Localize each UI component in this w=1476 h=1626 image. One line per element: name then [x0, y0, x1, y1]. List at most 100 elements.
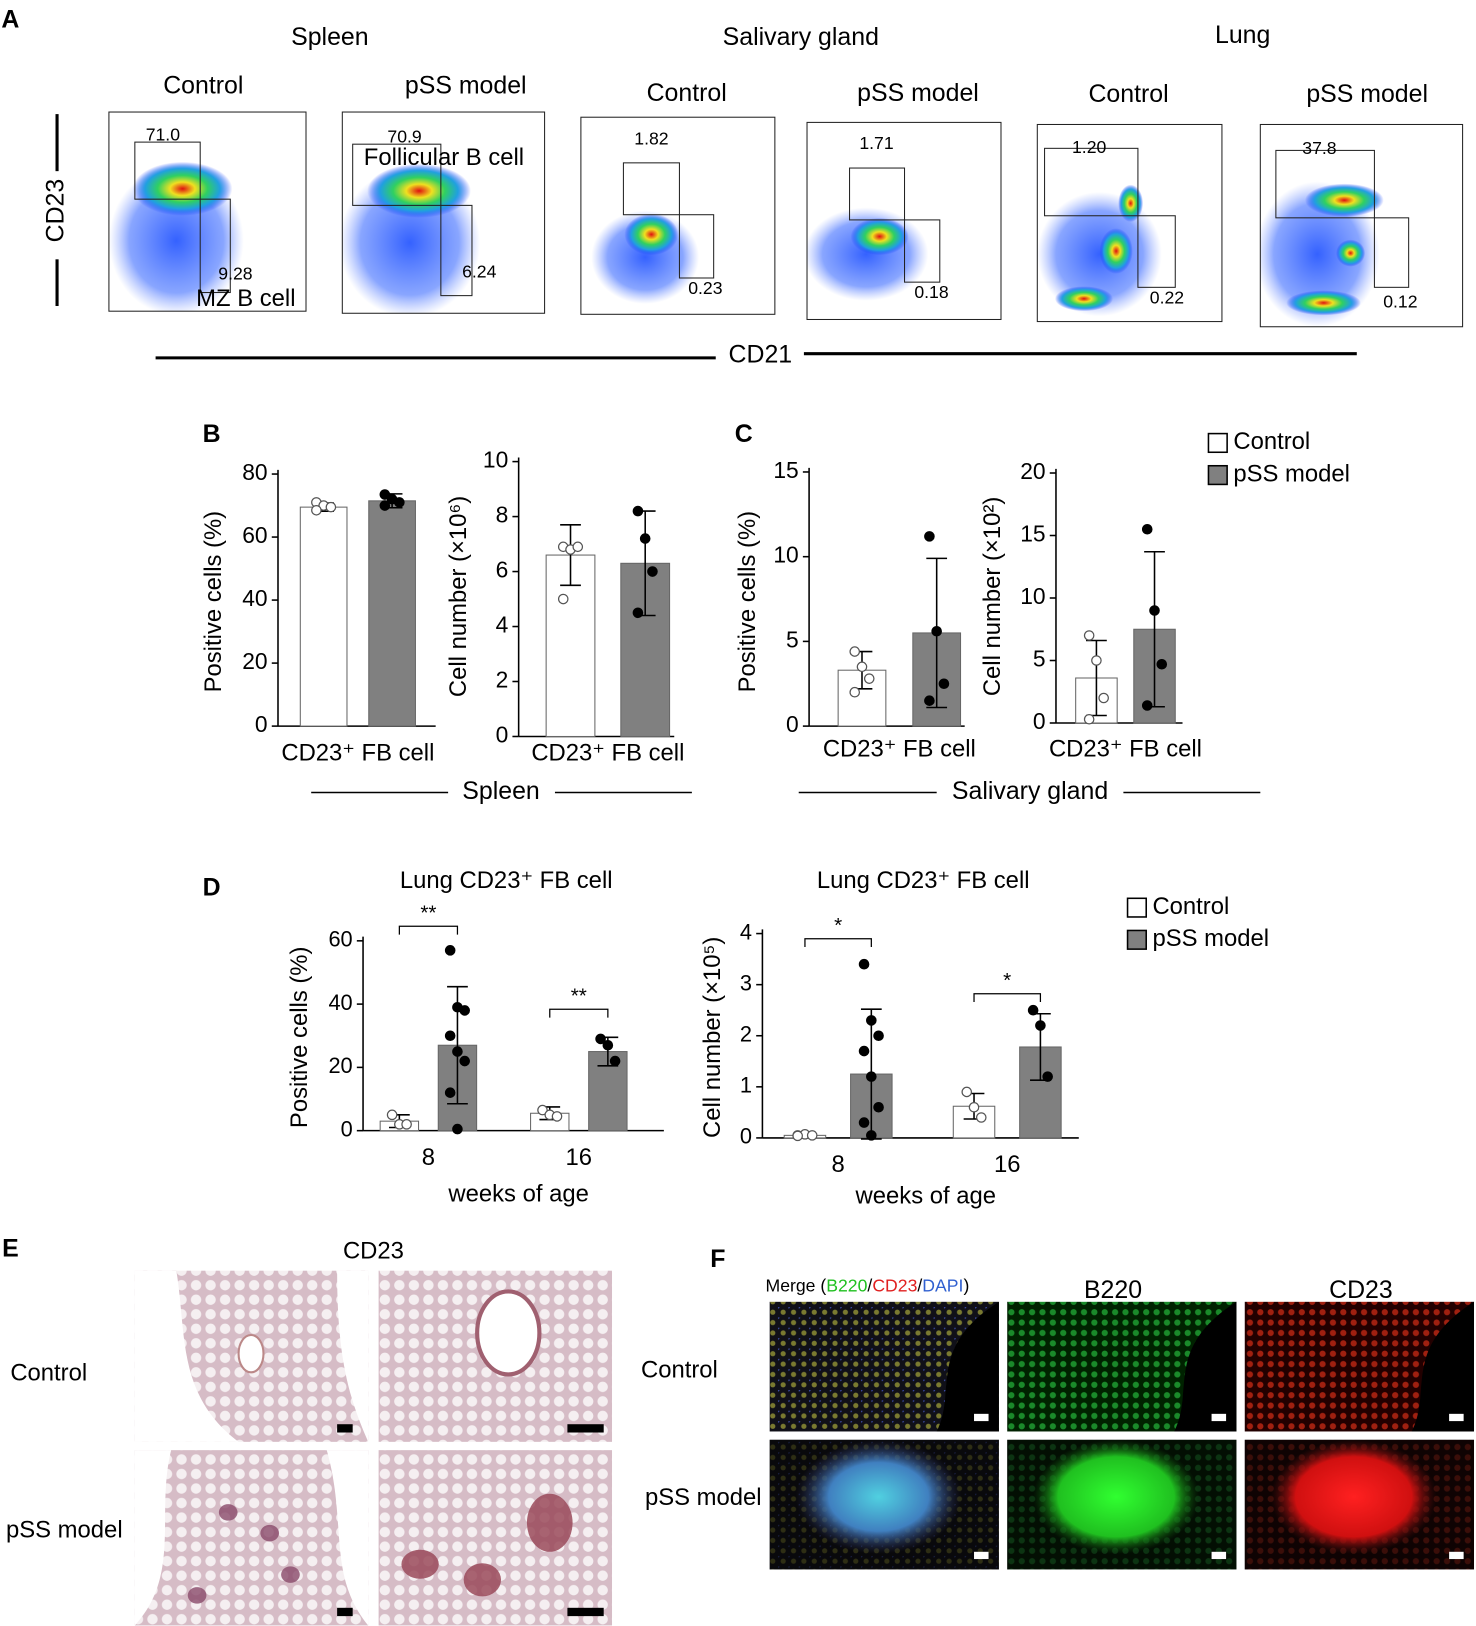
flow-plot: [108, 161, 244, 312]
plot-frame: [1259, 123, 1464, 328]
data-point: [873, 1101, 884, 1113]
figure-body: A Spleen Control 71.0 9.28 pSS model 70.9 6.24 S…: [1, 5, 1475, 1626]
gate-value: 6.24: [462, 261, 497, 281]
plot-frame: [341, 111, 546, 314]
data-point: [849, 646, 861, 657]
bar: [299, 506, 348, 727]
data-point: [938, 678, 950, 690]
y-tick-label: 1: [740, 1073, 752, 1098]
data-point: [647, 566, 658, 577]
lung-edge: [134, 1270, 369, 1442]
legend-label: pSS model: [1233, 460, 1350, 487]
data-point: [557, 593, 569, 605]
legend-swatch: [1207, 464, 1228, 486]
data-point: [444, 1030, 456, 1042]
significance-bracket: [804, 938, 872, 948]
infiltrate: [187, 1587, 207, 1604]
flow-plot: [1260, 181, 1384, 327]
gate: [352, 143, 442, 206]
infiltrate: [218, 1504, 238, 1521]
density: [1099, 228, 1133, 274]
gate-value: 1.20: [1072, 137, 1107, 157]
gate: [1044, 147, 1139, 217]
infiltrate: [260, 1524, 280, 1542]
legend-swatch: [1126, 929, 1147, 950]
legend-label: pSS model: [1152, 925, 1269, 952]
airway: [237, 1333, 265, 1374]
data-point: [444, 1087, 456, 1098]
significance: *: [1003, 969, 1011, 992]
scale-bar: [567, 1607, 604, 1617]
flow-plot: [591, 210, 700, 304]
gate-value: 0.18: [914, 282, 949, 302]
data-point: [1141, 523, 1153, 535]
plot-frame: [108, 111, 307, 312]
y-axis-label: Positive cells (%): [200, 511, 227, 693]
gate-name: Follicular B cell: [364, 144, 524, 171]
density: [850, 217, 909, 256]
y-axis-label: Positive cells (%): [734, 511, 761, 693]
data-point: [1098, 692, 1109, 704]
flow-plot: [807, 207, 929, 301]
gate: [1275, 149, 1375, 219]
density: [624, 213, 679, 256]
density: [367, 163, 471, 218]
lymphoid-cluster: [1270, 1439, 1437, 1554]
gate-value: 0.12: [1383, 292, 1417, 312]
density: [1336, 239, 1366, 267]
group-label: Salivary gland: [952, 777, 1108, 805]
y-tick-label: 10: [773, 542, 798, 568]
y-tick-label: 80: [242, 459, 267, 485]
infiltrate: [401, 1549, 439, 1579]
data-point: [1156, 658, 1168, 670]
gate-value: 1.71: [859, 133, 893, 153]
row-label: Control: [10, 1360, 87, 1387]
legend-swatch: [1126, 897, 1147, 918]
axis-label: CD23: [42, 179, 70, 243]
data-point: [602, 1039, 614, 1051]
dark-area: [1411, 1301, 1475, 1432]
plot-title: pSS model: [405, 72, 527, 100]
y-tick-label: 0: [255, 711, 268, 737]
y-tick-label: 0: [786, 711, 799, 737]
y-tick-label: 0: [496, 722, 509, 748]
data-point: [931, 625, 942, 637]
y-axis-label: Positive cells (%): [286, 947, 313, 1129]
y-tick-label: 3: [740, 970, 752, 995]
panel-label: C: [735, 420, 753, 448]
gate-value: 70.9: [387, 127, 421, 147]
histology-image: [134, 1450, 369, 1626]
infiltrate: [281, 1566, 300, 1583]
gate-value: 71.0: [146, 125, 181, 145]
gate-value: 0.22: [1150, 287, 1184, 307]
scale-bar: [337, 1607, 353, 1617]
gate-value: 0.23: [688, 278, 723, 298]
data-point: [924, 695, 935, 706]
scale-bar: [974, 1413, 989, 1422]
gate-value: 37.8: [1302, 138, 1337, 158]
gate: [134, 141, 201, 200]
axis-label: CD21: [729, 340, 793, 368]
y-tick-label: 6: [496, 557, 509, 583]
gate-value: 1.82: [634, 129, 668, 149]
panel-label: E: [2, 1235, 19, 1263]
y-tick-label: 60: [242, 522, 267, 548]
data-point: [806, 1130, 818, 1141]
airway: [475, 1289, 542, 1377]
lymphoid-cluster: [1033, 1439, 1200, 1554]
data-point: [1027, 1004, 1039, 1016]
density: [1118, 184, 1144, 222]
x-tick-label: 16: [566, 1144, 593, 1171]
infiltrate: [526, 1493, 573, 1552]
gate: [622, 162, 680, 216]
data-point: [401, 1119, 412, 1130]
chart-title: Lung CD23⁺ FB cell: [400, 867, 613, 894]
plot-title: Control: [1088, 80, 1168, 108]
gate: [1137, 215, 1176, 288]
plot-frame: [806, 121, 1002, 321]
gate: [904, 219, 941, 283]
data-point: [792, 1130, 803, 1142]
data-point: [572, 541, 584, 553]
data-point: [866, 1015, 877, 1026]
gate-value: 9.28: [218, 264, 253, 284]
